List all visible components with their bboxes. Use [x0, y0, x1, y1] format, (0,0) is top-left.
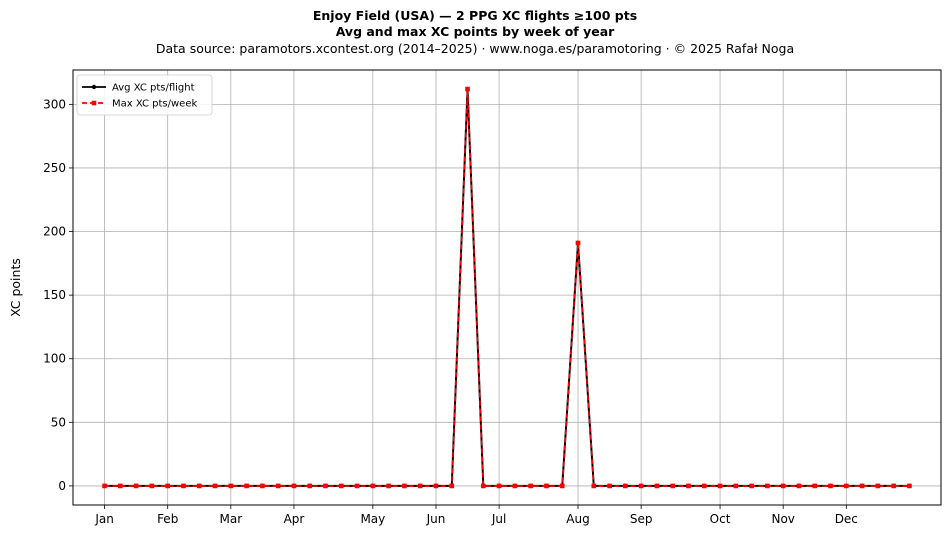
chart-subtitle: Avg and max XC points by week of year [335, 24, 615, 39]
legend-label: Avg XC pts/flight [112, 83, 195, 94]
max-point [275, 483, 281, 489]
max-point [323, 483, 328, 489]
max-point [165, 483, 170, 489]
x-tick-label: Apr [284, 512, 305, 526]
max-point [559, 483, 565, 489]
max-point [181, 483, 186, 489]
max-point [544, 483, 549, 489]
series-layer [102, 86, 912, 489]
chart-titles: Enjoy Field (USA) — 2 PPG XC flights ≥10… [0, 8, 950, 58]
max-point [354, 483, 360, 489]
max-point [701, 483, 707, 489]
series-line-max [104, 88, 910, 487]
x-tick-label: Jul [491, 512, 506, 526]
max-point [717, 483, 723, 489]
max-point [244, 483, 249, 489]
y-axis-label: XC points [8, 258, 23, 317]
max-point [796, 483, 802, 489]
series-line-avg [104, 88, 910, 487]
y-tick-label: 300 [43, 97, 66, 111]
max-point [118, 483, 123, 489]
max-point [891, 483, 896, 489]
y-tick-label: 250 [43, 161, 66, 175]
grid-lines [73, 70, 941, 505]
max-point [875, 483, 881, 489]
max-point [212, 483, 218, 489]
max-point [307, 483, 313, 489]
max-point [654, 483, 660, 489]
x-tick-label: Mar [219, 512, 242, 526]
max-point [828, 483, 833, 489]
max-point [812, 483, 818, 489]
legend-label: Max XC pts/week [112, 99, 197, 110]
max-point [591, 483, 597, 489]
x-tick-label: Oct [710, 512, 731, 526]
max-point [481, 483, 486, 489]
x-tick-label: Sep [630, 512, 653, 526]
max-point [859, 483, 865, 489]
legend: Avg XC pts/flight Max XC pts/week [76, 74, 213, 116]
max-point [449, 483, 455, 489]
max-point [607, 483, 612, 489]
max-point [133, 483, 139, 489]
max-point [260, 483, 265, 489]
y-tick-label: 150 [43, 288, 66, 302]
y-axis: 0 50 100 150 200 250 300 [43, 97, 73, 493]
y-tick-label: 50 [51, 415, 66, 429]
x-tick-label: Aug [566, 512, 589, 526]
max-point [528, 483, 533, 489]
y-tick-label: 100 [43, 352, 66, 366]
x-axis: Jan Feb Mar Apr May Jun Jul Aug Sep Oct Nov Dec [94, 505, 858, 526]
max-point [338, 483, 344, 489]
chart-source: Data source: paramotors.xcontest.org (20… [155, 41, 795, 56]
max-point [638, 483, 644, 489]
max-point [512, 483, 518, 489]
max-point [228, 483, 234, 489]
max-point [733, 483, 739, 489]
x-tick-label: Dec [835, 512, 858, 526]
max-point [370, 483, 376, 489]
max-point [686, 483, 691, 489]
max-point [496, 483, 502, 489]
x-tick-label: Jan [94, 512, 114, 526]
max-point [417, 483, 423, 489]
x-tick-label: Feb [157, 512, 178, 526]
max-point [749, 483, 754, 489]
max-point [623, 483, 628, 489]
max-point [102, 483, 107, 489]
y-tick-label: 200 [43, 225, 66, 239]
x-tick-label: Jun [426, 512, 446, 526]
max-point [433, 483, 439, 489]
max-point [765, 483, 770, 489]
legend-marker [91, 84, 97, 90]
max-point [149, 483, 155, 489]
max-point [402, 483, 407, 489]
plot-frame [72, 69, 942, 506]
max-point [780, 483, 786, 489]
x-tick-label: May [360, 512, 385, 526]
x-tick-label: Nov [771, 512, 794, 526]
max-point [465, 86, 470, 92]
max-point [670, 483, 676, 489]
max-point [844, 483, 849, 489]
legend-marker [91, 100, 97, 106]
max-point [196, 483, 202, 489]
legend-box [76, 74, 213, 116]
y-tick-label: 0 [58, 479, 66, 493]
max-point [386, 483, 391, 489]
chart-title: Enjoy Field (USA) — 2 PPG XC flights ≥10… [312, 8, 638, 23]
max-point [575, 240, 581, 246]
max-point [907, 483, 912, 489]
max-point [291, 483, 297, 489]
